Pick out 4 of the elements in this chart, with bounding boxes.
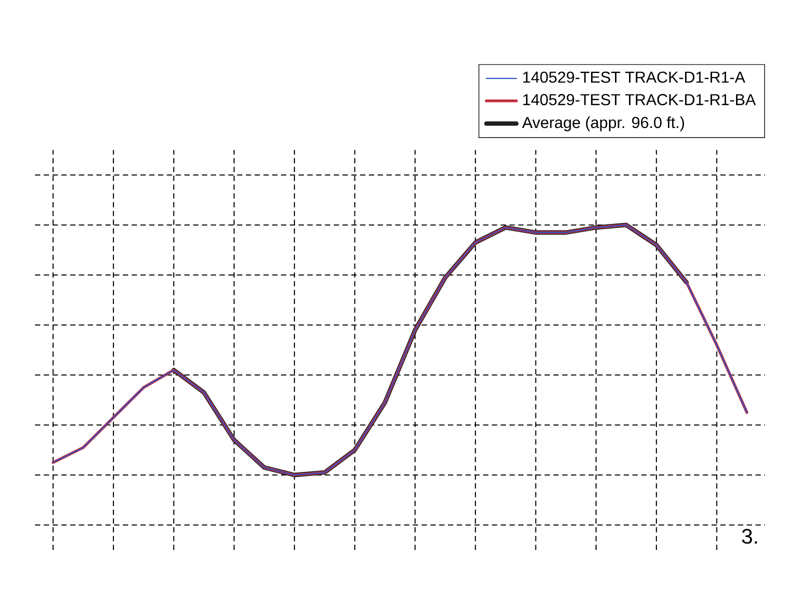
- legend-label: 140529-TEST TRACK-D1-R1-A: [523, 72, 746, 83]
- legend-label: 140529-TEST TRACK-D1-R1-BA: [523, 94, 756, 106]
- legend-label: Average (appr. 96.0 ft.): [522, 116, 684, 132]
- text: 3.: [742, 528, 757, 544]
